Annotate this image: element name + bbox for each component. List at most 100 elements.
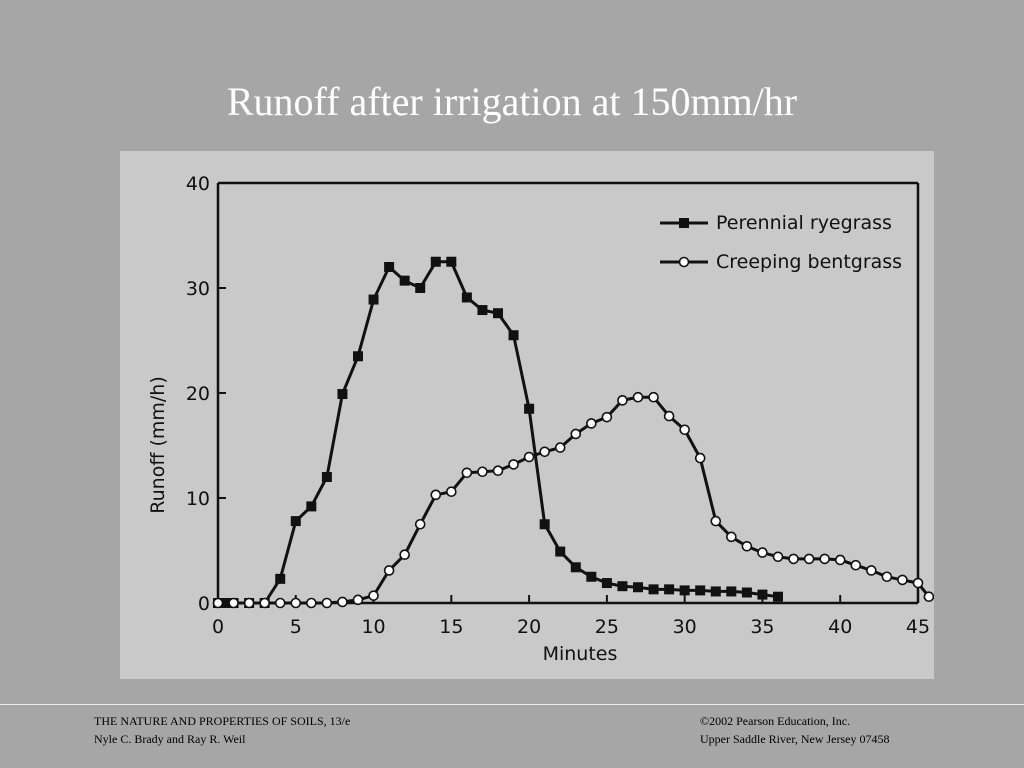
footer-book-info: THE NATURE AND PROPERTIES OF SOILS, 13/e… bbox=[94, 712, 350, 748]
x-tick-label: 35 bbox=[750, 616, 774, 638]
data-point-perennial-ryegrass bbox=[508, 330, 519, 341]
data-point-perennial-ryegrass bbox=[648, 584, 659, 595]
x-tick-label: 40 bbox=[828, 616, 852, 638]
data-point-creeping-bentgrass bbox=[212, 597, 224, 609]
data-point-creeping-bentgrass bbox=[306, 597, 317, 609]
x-tick-label: 30 bbox=[673, 616, 697, 638]
data-point-creeping-bentgrass bbox=[850, 559, 862, 571]
data-point-creeping-bentgrass bbox=[726, 531, 737, 543]
y-tick-label: 20 bbox=[186, 383, 210, 405]
data-point-creeping-bentgrass bbox=[741, 540, 753, 552]
runoff-chart: 0 10 20 30 40 0 5 10 15 20 25 30 35 40 45 Perennial ry… bbox=[147, 173, 934, 665]
data-point-perennial-ryegrass bbox=[306, 501, 317, 512]
data-point-creeping-bentgrass bbox=[399, 549, 410, 561]
data-point-creeping-bentgrass bbox=[446, 486, 457, 498]
data-point-creeping-bentgrass bbox=[274, 597, 286, 609]
data-point-creeping-bentgrass bbox=[803, 553, 815, 565]
data-point-perennial-ryegrass bbox=[415, 283, 426, 293]
data-point-perennial-ryegrass bbox=[524, 403, 535, 414]
data-point-perennial-ryegrass bbox=[399, 275, 410, 286]
x-tick-label: 25 bbox=[595, 616, 619, 638]
data-point-creeping-bentgrass bbox=[757, 547, 768, 558]
data-point-creeping-bentgrass bbox=[461, 467, 473, 479]
data-point-creeping-bentgrass bbox=[243, 597, 255, 609]
data-point-creeping-bentgrass bbox=[508, 459, 519, 470]
y-tick-label: 0 bbox=[198, 593, 210, 615]
data-point-perennial-ryegrass bbox=[601, 578, 612, 589]
data-point-perennial-ryegrass bbox=[368, 294, 379, 305]
x-tick-label: 20 bbox=[517, 616, 541, 638]
series-perennial-ryegrass bbox=[213, 256, 783, 608]
data-point-creeping-bentgrass bbox=[523, 451, 535, 463]
data-point-creeping-bentgrass bbox=[617, 395, 628, 406]
data-point-creeping-bentgrass bbox=[337, 596, 348, 608]
data-point-creeping-bentgrass bbox=[710, 515, 722, 527]
data-point-perennial-ryegrass bbox=[555, 546, 566, 557]
data-point-creeping-bentgrass bbox=[694, 452, 706, 464]
data-point-perennial-ryegrass bbox=[430, 256, 441, 267]
data-point-creeping-bentgrass bbox=[290, 597, 302, 609]
data-point-creeping-bentgrass bbox=[352, 594, 364, 606]
slide-title: Runoff after irrigation at 150mm/hr bbox=[226, 79, 798, 124]
data-point-creeping-bentgrass bbox=[586, 418, 597, 429]
data-point-perennial-ryegrass bbox=[275, 573, 286, 584]
footer-divider bbox=[0, 704, 1024, 705]
data-point-perennial-ryegrass bbox=[353, 351, 363, 362]
data-point-creeping-bentgrass bbox=[228, 597, 239, 609]
footer-location: Upper Saddle River, New Jersey 07458 bbox=[700, 732, 890, 746]
footer-book-title: THE NATURE AND PROPERTIES OF SOILS, 13/e bbox=[94, 714, 351, 728]
data-point-creeping-bentgrass bbox=[539, 446, 550, 458]
data-point-perennial-ryegrass bbox=[446, 256, 457, 267]
data-point-perennial-ryegrass bbox=[773, 591, 783, 602]
data-point-perennial-ryegrass bbox=[321, 472, 332, 482]
data-point-perennial-ryegrass bbox=[586, 571, 597, 582]
y-axis-label: Runoff (mm/h) bbox=[147, 376, 169, 513]
data-point-creeping-bentgrass bbox=[383, 565, 395, 576]
data-point-creeping-bentgrass bbox=[679, 424, 690, 436]
data-point-perennial-ryegrass bbox=[710, 586, 721, 597]
data-point-perennial-ryegrass bbox=[633, 582, 643, 593]
data-point-perennial-ryegrass bbox=[337, 389, 348, 400]
legend-label-creeping-bentgrass: Creeping bentgrass bbox=[716, 251, 902, 273]
data-point-creeping-bentgrass bbox=[819, 553, 830, 565]
data-point-perennial-ryegrass bbox=[290, 516, 301, 527]
x-tick-label: 10 bbox=[361, 616, 385, 638]
data-point-perennial-ryegrass bbox=[461, 292, 472, 303]
data-point-creeping-bentgrass bbox=[866, 565, 877, 576]
footer-publisher: ©2002 Pearson Education, Inc. bbox=[700, 714, 851, 728]
data-point-creeping-bentgrass bbox=[321, 597, 333, 609]
y-tick-label: 30 bbox=[186, 278, 210, 300]
data-point-creeping-bentgrass bbox=[601, 411, 613, 423]
legend-label-perennial-ryegrass: Perennial ryegrass bbox=[716, 212, 892, 234]
data-point-creeping-bentgrass bbox=[881, 571, 893, 583]
tick-labels: 0 10 20 30 40 0 5 10 15 20 25 30 35 40 45 bbox=[186, 173, 930, 638]
data-point-perennial-ryegrass bbox=[570, 562, 581, 573]
data-point-perennial-ryegrass bbox=[726, 586, 737, 597]
x-tick-label: 15 bbox=[439, 616, 463, 638]
data-point-creeping-bentgrass bbox=[368, 590, 379, 601]
data-point-perennial-ryegrass bbox=[617, 581, 628, 592]
y-tick-label: 40 bbox=[186, 173, 210, 195]
data-point-creeping-bentgrass bbox=[414, 518, 426, 530]
series bbox=[212, 256, 934, 609]
data-point-perennial-ryegrass bbox=[664, 584, 675, 595]
data-point-perennial-ryegrass bbox=[741, 587, 752, 598]
data-point-perennial-ryegrass bbox=[679, 585, 690, 596]
data-point-creeping-bentgrass bbox=[897, 574, 908, 586]
data-point-perennial-ryegrass bbox=[493, 308, 503, 319]
data-point-perennial-ryegrass bbox=[477, 305, 488, 316]
footer-copyright: ©2002 Pearson Education, Inc. Upper Sadd… bbox=[700, 712, 889, 748]
legend-marker-creeping-bentgrass bbox=[678, 256, 690, 268]
chart-figure: 0 10 20 30 40 0 5 10 15 20 25 30 35 40 45 Perennial ry… bbox=[120, 151, 934, 679]
data-point-creeping-bentgrass bbox=[923, 591, 934, 602]
data-point-perennial-ryegrass bbox=[695, 585, 706, 596]
data-point-creeping-bentgrass bbox=[648, 391, 659, 403]
x-tick-label: 0 bbox=[212, 616, 224, 638]
x-tick-label: 45 bbox=[906, 616, 930, 638]
x-tick-label: 5 bbox=[290, 616, 302, 638]
series-creeping-bentgrass bbox=[212, 391, 934, 609]
data-point-creeping-bentgrass bbox=[430, 489, 442, 501]
data-point-perennial-ryegrass bbox=[757, 589, 768, 600]
data-point-creeping-bentgrass bbox=[570, 428, 582, 440]
data-point-creeping-bentgrass bbox=[554, 442, 566, 453]
